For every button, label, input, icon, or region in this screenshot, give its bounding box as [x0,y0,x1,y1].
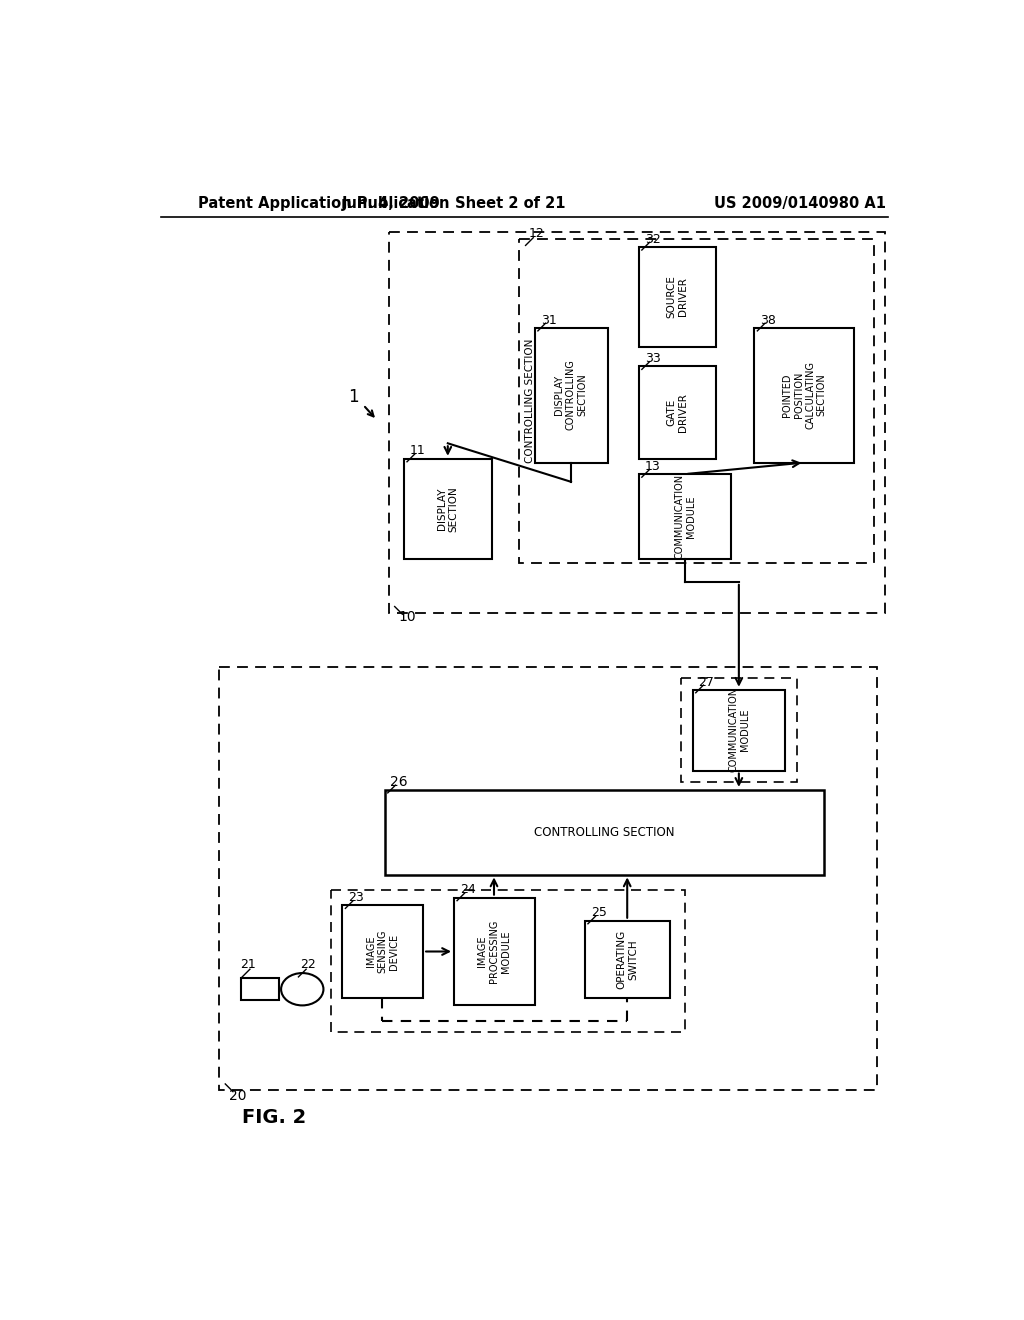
Text: 33: 33 [645,352,660,366]
Text: 32: 32 [645,232,660,246]
Text: 23: 23 [348,891,365,904]
Text: 24: 24 [460,883,476,896]
Text: GATE
DRIVER: GATE DRIVER [667,393,688,432]
Text: 26: 26 [390,775,408,789]
Text: 38: 38 [760,314,776,326]
Text: Patent Application Publication: Patent Application Publication [199,195,450,211]
Text: IMAGE
PROCESSING
MODULE: IMAGE PROCESSING MODULE [477,920,511,983]
Text: 20: 20 [228,1089,247,1104]
Text: 27: 27 [698,676,715,689]
Bar [692,689,785,771]
Text: DISPLAY
SECTION: DISPLAY SECTION [437,486,459,532]
Bar [639,367,716,459]
Text: IMAGE
SENSING
DEVICE: IMAGE SENSING DEVICE [366,929,399,973]
Bar [585,921,670,998]
Text: 10: 10 [398,610,416,624]
Bar [535,327,608,462]
Text: CONTROLLING SECTION: CONTROLLING SECTION [525,339,536,463]
Text: 31: 31 [541,314,557,326]
Text: Jun. 4, 2009   Sheet 2 of 21: Jun. 4, 2009 Sheet 2 of 21 [342,195,566,211]
Bar [454,898,535,1006]
Bar [639,247,716,347]
Bar [219,667,878,1090]
Text: 22: 22 [301,958,316,972]
Text: 1: 1 [348,388,359,407]
Bar [241,978,280,1001]
Text: DISPLAY
CONTROLLING
SECTION: DISPLAY CONTROLLING SECTION [554,359,588,430]
Bar [342,906,423,998]
Bar [331,890,685,1032]
Text: FIG. 2: FIG. 2 [243,1107,306,1126]
Text: 13: 13 [645,459,660,473]
Text: CONTROLLING SECTION: CONTROLLING SECTION [534,825,675,838]
Text: OPERATING
SWITCH: OPERATING SWITCH [616,929,638,989]
Bar [403,459,493,558]
Ellipse shape [282,973,324,1006]
Bar [639,474,731,558]
Text: 12: 12 [528,227,544,240]
Bar [385,789,823,875]
Text: 25: 25 [591,907,606,920]
Text: US 2009/0140980 A1: US 2009/0140980 A1 [715,195,887,211]
Bar [681,678,797,781]
Text: 11: 11 [410,445,426,458]
Bar [388,231,885,612]
Text: 21: 21 [241,958,256,972]
Text: POINTED
POSITION
CALCULATING
SECTION: POINTED POSITION CALCULATING SECTION [782,360,826,429]
Bar [519,239,873,562]
Text: COMMUNICATION
MODULE: COMMUNICATION MODULE [674,474,695,558]
Text: COMMUNICATION
MODULE: COMMUNICATION MODULE [728,688,750,772]
Text: SOURCE
DRIVER: SOURCE DRIVER [667,276,688,318]
Bar [755,327,854,462]
